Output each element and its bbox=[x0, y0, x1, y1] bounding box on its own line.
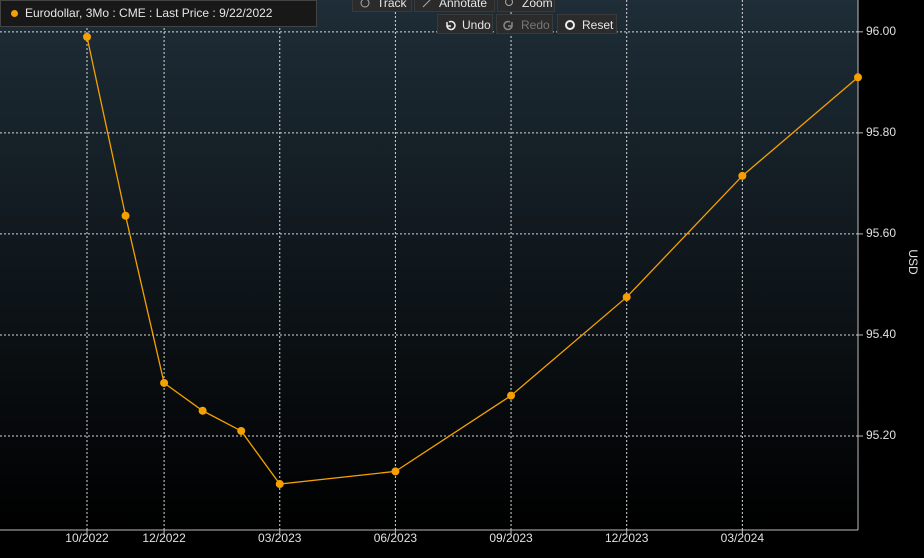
data-point bbox=[237, 426, 246, 435]
button-label: Zoom bbox=[522, 0, 553, 10]
track-button[interactable]: Track bbox=[352, 0, 412, 12]
x-tick-label: 03/2023 bbox=[258, 531, 302, 545]
legend-marker bbox=[11, 10, 18, 17]
x-tick-label: 10/2022 bbox=[65, 531, 109, 545]
x-tick-label: 09/2023 bbox=[489, 531, 533, 545]
x-tick-label: 06/2023 bbox=[374, 531, 418, 545]
y-tick-label: 95.40 bbox=[866, 327, 896, 341]
button-label: Annotate bbox=[439, 0, 488, 10]
data-point bbox=[738, 171, 747, 180]
button-label: Track bbox=[377, 0, 407, 10]
button-label: Undo bbox=[462, 18, 491, 32]
data-point bbox=[507, 391, 516, 400]
annotate-button[interactable]: Annotate bbox=[414, 0, 495, 12]
y-tick-label: 95.80 bbox=[866, 125, 896, 139]
data-point bbox=[160, 378, 169, 387]
zoom-button[interactable]: Zoom bbox=[497, 0, 555, 12]
x-tick-label: 03/2024 bbox=[721, 531, 765, 545]
y-tick-label: 95.20 bbox=[866, 428, 896, 442]
data-point bbox=[121, 211, 130, 220]
redo-button[interactable]: Redo bbox=[496, 14, 553, 34]
undo-button[interactable]: Undo bbox=[437, 14, 493, 34]
button-label: Reset bbox=[582, 18, 614, 32]
y-tick-label: 96.00 bbox=[866, 24, 896, 38]
button-label: Redo bbox=[521, 18, 550, 32]
y-tick-label: 95.60 bbox=[866, 226, 896, 240]
plot-background bbox=[0, 0, 858, 530]
data-point bbox=[83, 32, 91, 41]
reset-button[interactable]: Reset bbox=[557, 14, 617, 34]
data-point bbox=[391, 467, 400, 476]
data-point bbox=[622, 293, 631, 302]
x-tick-label: 12/2023 bbox=[605, 531, 649, 545]
y-axis-label: USD bbox=[906, 249, 920, 275]
data-point bbox=[198, 406, 207, 415]
data-point bbox=[854, 73, 862, 82]
legend-label: Eurodollar, 3Mo : CME : Last Price : 9/2… bbox=[25, 6, 273, 20]
legend: Eurodollar, 3Mo : CME : Last Price : 9/2… bbox=[0, 0, 317, 27]
data-point bbox=[275, 480, 284, 489]
x-tick-label: 12/2022 bbox=[142, 531, 186, 545]
